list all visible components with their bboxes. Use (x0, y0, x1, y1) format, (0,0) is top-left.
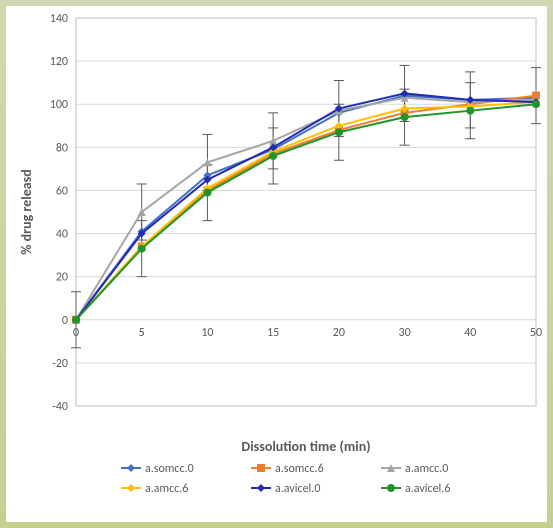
y-tick-label: -20 (52, 357, 68, 371)
x-axis-label: Dissolution time (min) (241, 438, 370, 455)
y-tick-label: 100 (50, 98, 68, 112)
series-line (76, 104, 536, 320)
marker-circle (335, 128, 343, 136)
x-tick-label: 40 (464, 326, 476, 340)
marker-circle (401, 113, 409, 121)
marker-circle (466, 107, 474, 115)
marker-diamond (127, 464, 135, 472)
y-tick-label: 40 (56, 228, 68, 242)
x-tick-label: 50 (530, 326, 542, 340)
legend-label: a.avicel.0 (275, 482, 320, 496)
y-axis-label: % drug releasd (18, 169, 35, 255)
y-tick-label: 140 (50, 12, 68, 26)
y-tick-label: 120 (50, 55, 68, 69)
x-tick-label: 15 (267, 326, 279, 340)
marker-circle (203, 189, 211, 197)
x-tick-label: 20 (333, 326, 345, 340)
marker-circle (532, 100, 540, 108)
series-line (76, 102, 536, 320)
marker-diamond (257, 484, 265, 492)
legend-label: a.somcc.6 (275, 462, 324, 476)
series-line (76, 96, 536, 320)
plot-border (76, 18, 536, 406)
marker-circle (72, 316, 80, 324)
marker-circle (138, 245, 146, 253)
chart-inner: -40-2002040608010012014005101520304050% … (6, 6, 547, 522)
y-tick-label: 80 (56, 141, 68, 155)
marker-diamond (127, 484, 135, 492)
legend-label: a.somcc.0 (145, 462, 194, 476)
marker-square (257, 464, 265, 472)
marker-circle (269, 152, 277, 160)
series-line (76, 96, 536, 320)
marker-circle (387, 484, 395, 492)
y-tick-label: 0 (62, 314, 68, 328)
x-tick-label: 5 (139, 326, 145, 340)
dissolution-chart: -40-2002040608010012014005101520304050% … (6, 6, 547, 522)
legend-label: a.amcc.0 (405, 462, 448, 476)
x-tick-label: 10 (201, 326, 213, 340)
x-tick-label: 30 (398, 326, 410, 340)
chart-container: -40-2002040608010012014005101520304050% … (0, 0, 553, 528)
y-tick-label: 60 (56, 184, 68, 198)
y-tick-label: -40 (52, 400, 68, 414)
legend-label: a.avicel.6 (405, 482, 450, 496)
legend-label: a.amcc.6 (145, 482, 188, 496)
y-tick-label: 20 (56, 271, 68, 285)
series-line (76, 93, 536, 319)
